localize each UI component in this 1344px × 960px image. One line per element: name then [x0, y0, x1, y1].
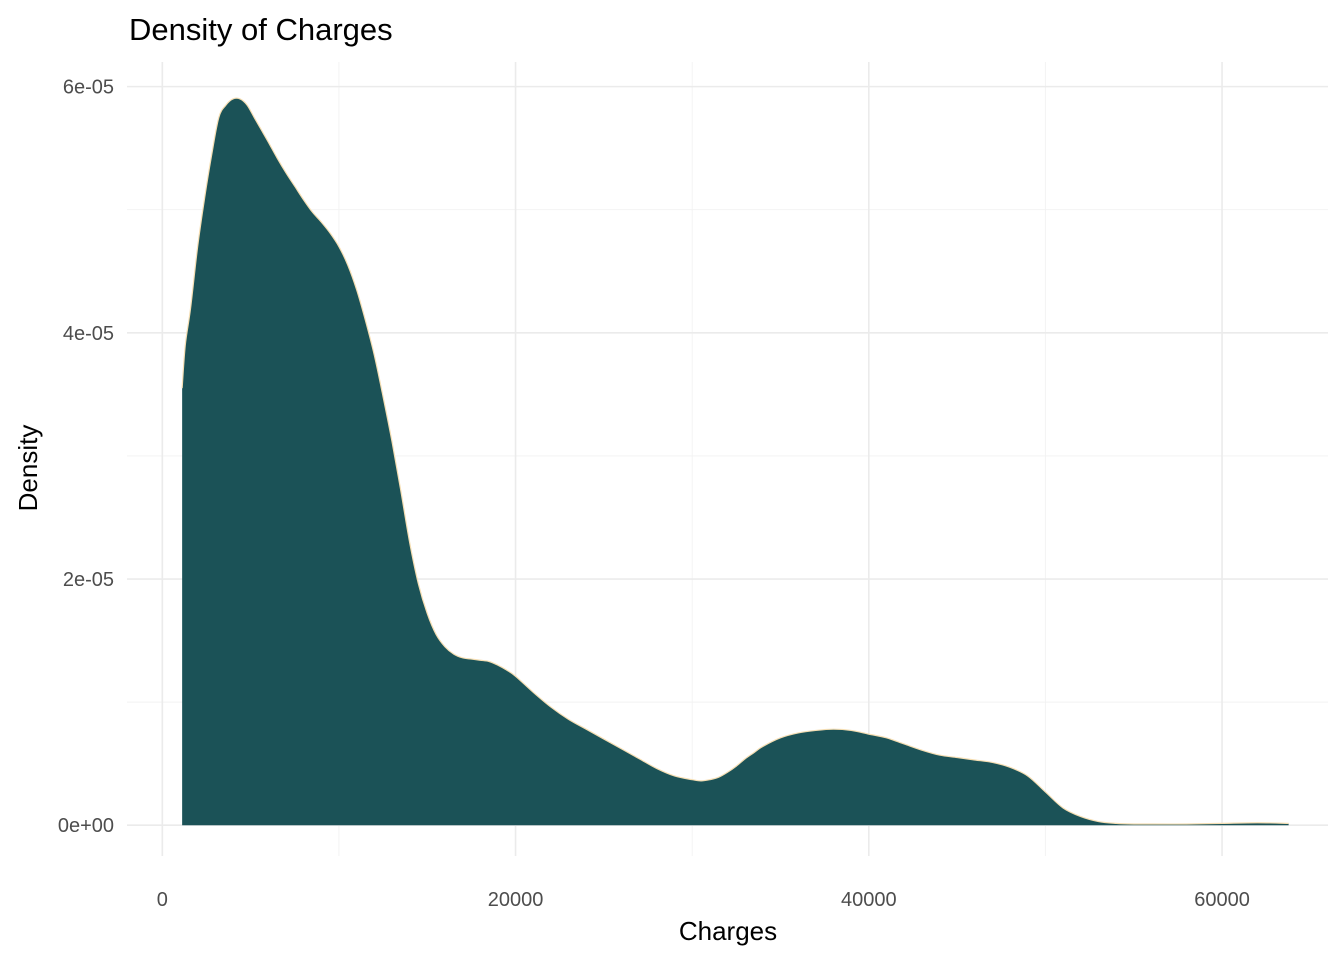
x-tick-label: 40000: [841, 889, 897, 911]
x-tick-label: 20000: [488, 889, 544, 911]
density-area: [182, 98, 1289, 826]
x-axis-title: Charges: [679, 916, 777, 946]
density-outline: [181, 97, 1289, 825]
x-tick-label: 0: [157, 889, 168, 911]
y-tick-label: 6e-05: [63, 77, 114, 99]
y-tick-label: 2e-05: [63, 569, 114, 591]
y-tick-label: 4e-05: [63, 323, 114, 345]
y-axis-tick-labels: 0e+00 2e-05 4e-05 6e-05: [58, 77, 114, 838]
y-tick-label: 0e+00: [58, 815, 114, 837]
y-axis-title: Density: [13, 425, 43, 512]
x-tick-label: 60000: [1194, 889, 1250, 911]
density-area-group: [181, 97, 1289, 826]
x-axis-tick-labels: 0 20000 40000 60000: [157, 889, 1250, 911]
chart-title: Density of Charges: [129, 12, 393, 47]
